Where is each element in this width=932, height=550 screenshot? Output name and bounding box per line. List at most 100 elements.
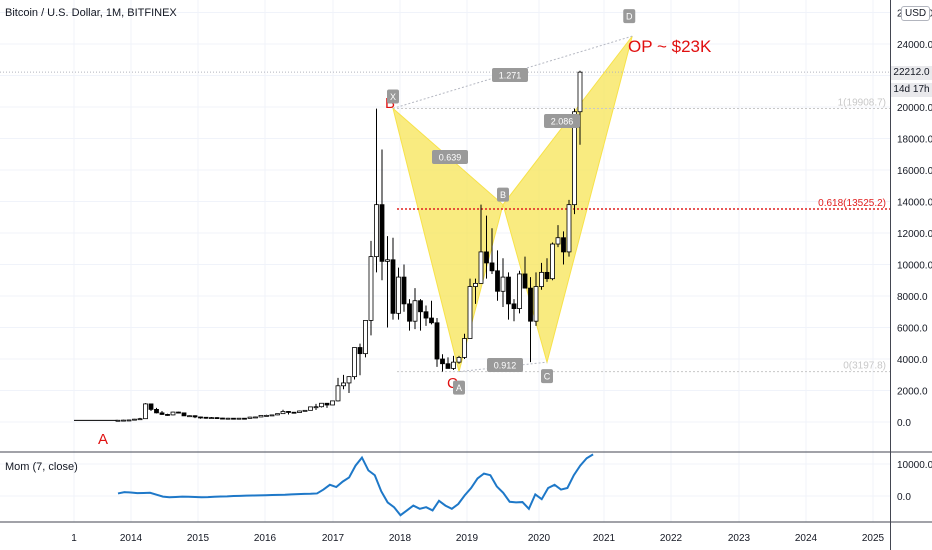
x-tick-label: 2018 [389,533,412,544]
candle-down [429,317,434,324]
ratio-ac: 0.912 [494,361,517,371]
chart-grid [0,0,890,522]
candle-up [374,204,379,258]
candle-up [577,71,583,113]
candle-down [165,414,170,416]
y-tick-label: 18000.0 [897,135,932,146]
candle-up [517,273,522,310]
candle-up [412,300,418,322]
candle-up [308,406,313,411]
fib-label: 1(19908.7) [838,97,886,108]
candle-down [440,358,445,365]
x-tick-label: 2015 [187,533,210,544]
momentum-line [117,453,594,517]
candle-up [143,403,148,420]
ratio-bcd-box [544,114,580,128]
candle-down [522,273,528,289]
wave-label-b: B [385,95,395,112]
candle-up [319,402,324,408]
pattern-triangle-bcd [502,35,633,365]
candle-down [390,259,396,314]
candlestick-series [74,70,583,422]
chart-title: Bitcoin / U.S. Dollar, 1M, BITFINEX [5,7,177,19]
candle-down [286,411,291,413]
y-tick-label: 24000.0 [897,40,932,51]
candle-down [291,411,297,414]
momentum-series [117,453,594,517]
candle-down [181,412,187,417]
fib-levels: 1(19908.7) 0.618(13525.2) 0(3197.8) [0,71,890,373]
x-tick-label: 2017 [322,533,345,544]
x-tick-label: 2025 [862,533,885,544]
candle-down [176,411,181,414]
candle-down [242,417,247,420]
candle-down [544,271,550,280]
candle-up [346,376,352,384]
candle-up [572,111,577,206]
candle-up [456,357,462,363]
candle-up [533,286,539,322]
currency-button[interactable]: USD [901,6,931,21]
harmonic-pattern [392,35,633,373]
ratio-ac-box [487,358,523,372]
candle-up [550,243,555,280]
x-tick-label: 2020 [528,533,551,544]
point-d-label-box [623,9,636,24]
y-tick-label: 12000.0 [897,229,932,240]
candle-up [396,276,401,314]
candle-up [467,286,473,339]
candle-down [203,416,209,419]
candle-down [159,412,165,415]
candle-down [357,347,363,355]
mom-tick-label: 10000.0 [897,460,932,471]
y-tick-label: 0.0 [897,418,911,429]
fib-label: 0.618(13525.2) [818,198,886,209]
candle-down [407,303,412,322]
point-b-label: B [500,190,506,200]
candle-down [324,402,330,406]
x-tick-label: 1 [71,533,77,544]
fib-label: 0(3197.8) [843,361,886,372]
indicator-title: Mom (7, close) [5,461,78,473]
candle-up [236,417,242,420]
candle-up [363,320,368,355]
candle-down [561,237,566,253]
candle-up [225,417,231,420]
candle-countdown: 14d 17h [891,83,932,97]
candle-up [385,259,390,262]
y-tick-label: 10000.0 [897,261,932,272]
candle-down [401,276,407,305]
x-tick-label: 2016 [254,533,277,544]
point-b-label-box [497,187,509,202]
candle-up [368,256,374,321]
x-tick-label: 2019 [456,533,479,544]
point-x-label: X [390,92,396,102]
y-tick-label: 14000.0 [897,198,932,209]
candle-down [434,322,440,360]
candle-up [335,385,341,402]
ratio-xa-box [432,150,468,164]
candle-down [192,415,198,418]
candle-up [473,282,478,287]
ratio-bcd: 2.086 [551,117,574,127]
point-a-label-box [453,380,465,395]
candle-down [423,311,429,319]
candle-up [341,382,346,387]
candle-up [132,418,137,421]
candle-up [297,410,302,413]
y-tick-label: 6000.0 [897,324,928,335]
candle-down [511,303,517,309]
y-tick-label: 8000.0 [897,292,928,303]
y-tick-label: 2000.0 [897,387,928,398]
ratio-xa: 0.639 [439,153,462,163]
point-d-label: D [626,12,633,22]
candle-down [528,287,533,322]
candle-up [247,416,253,419]
candle-up [121,419,126,422]
candle-down [231,417,236,420]
candle-up [352,347,357,378]
candle-up [462,338,467,358]
y-tick-label: 20000.0 [897,103,932,114]
candle-down [484,251,489,264]
